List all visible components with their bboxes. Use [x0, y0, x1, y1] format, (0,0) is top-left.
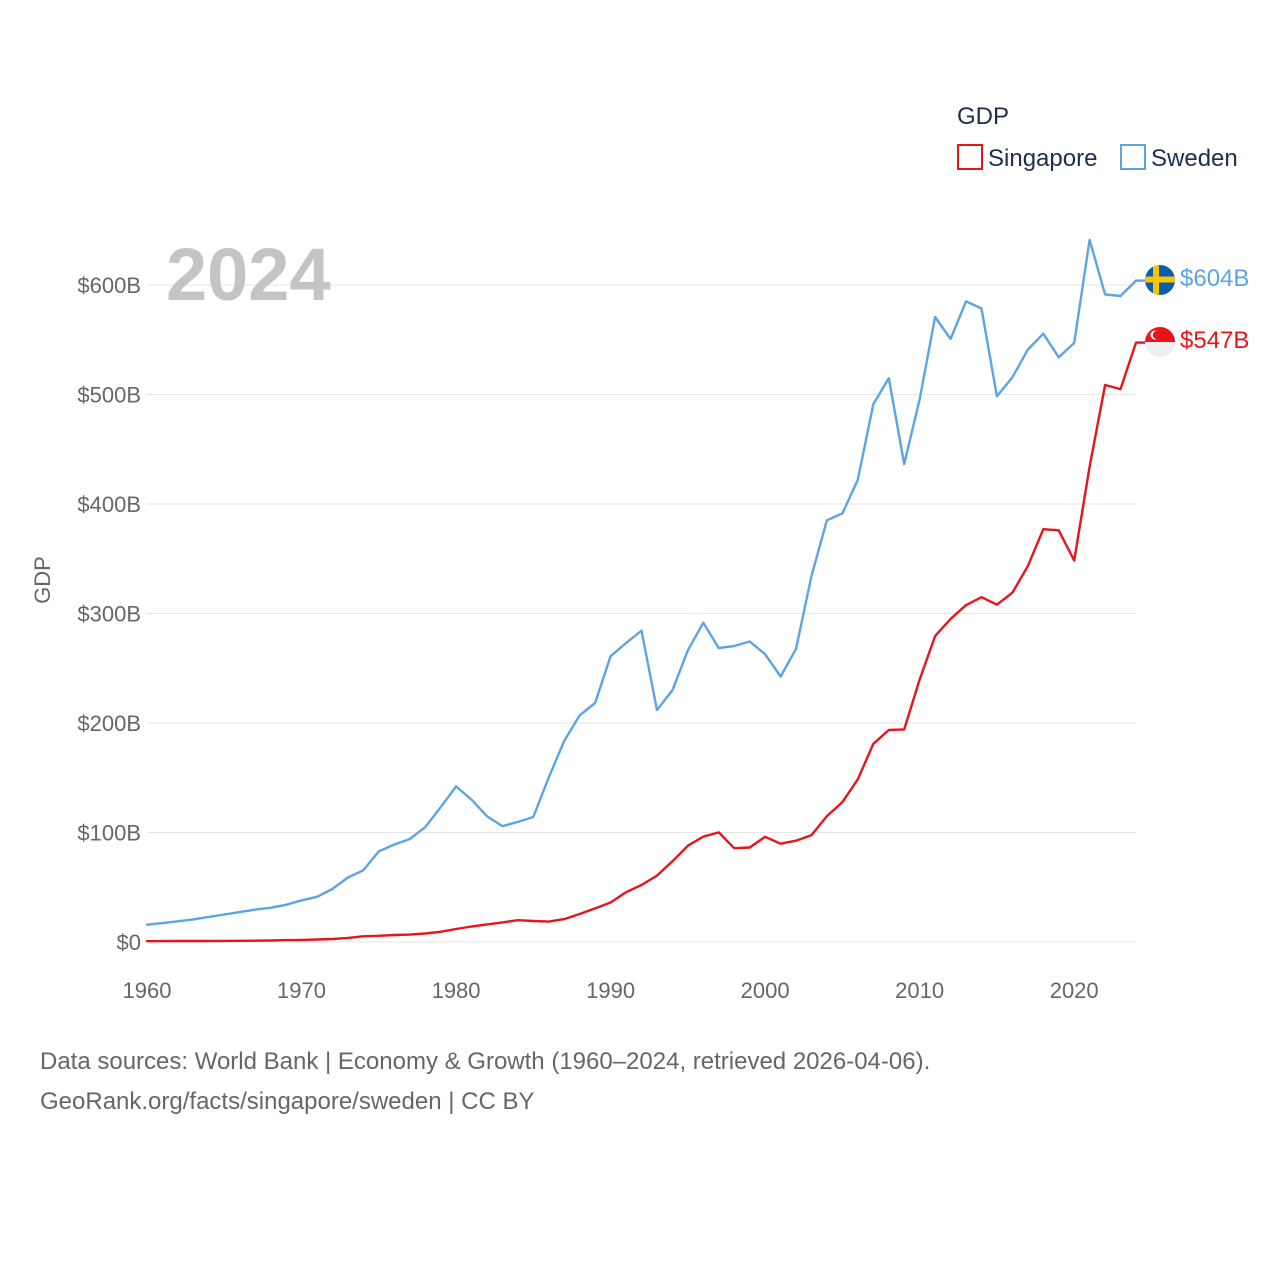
- y-tick-label: $600B: [77, 273, 141, 298]
- x-tick-label: 2010: [895, 978, 944, 1003]
- y-tick-label: $0: [117, 930, 141, 955]
- legend-label-singapore: Singapore: [988, 145, 1097, 172]
- x-axis-ticks: 1960 1970 1980 1990 2000 2010 2020: [123, 978, 1099, 1003]
- series-line-sweden: [145, 238, 1138, 926]
- year-label: 2024: [166, 233, 331, 316]
- source-link-text: GeoRank.org/facts/singapore/sweden | CC …: [40, 1088, 535, 1115]
- x-tick-label: 2000: [741, 978, 790, 1003]
- y-axis-title: GDP: [30, 556, 55, 604]
- x-tick-label: 2020: [1050, 978, 1099, 1003]
- x-tick-label: 1990: [586, 978, 635, 1003]
- singapore-flag-icon: [1145, 327, 1175, 357]
- y-tick-label: $300B: [77, 602, 141, 627]
- legend: GDP Singapore Sweden: [957, 103, 1238, 172]
- y-tick-label: $400B: [77, 492, 141, 517]
- y-axis-ticks: $0 $100B $200B $300B $400B $500B $600B: [77, 273, 141, 955]
- series-line-singapore: [145, 341, 1138, 943]
- footer: Data sources: World Bank | Economy & Gro…: [40, 1042, 1240, 1122]
- gdp-line-chart: $0 $100B $200B $300B $400B $500B $600B 1960 197…: [30, 103, 1249, 1003]
- end-label-singapore: $547B: [1180, 327, 1249, 354]
- y-tick-label: $200B: [77, 711, 141, 736]
- end-label-sweden: $604B: [1180, 265, 1249, 292]
- x-tick-label: 1970: [277, 978, 326, 1003]
- x-tick-label: 1980: [432, 978, 481, 1003]
- legend-swatch-singapore: [957, 144, 983, 170]
- legend-label-sweden: Sweden: [1151, 145, 1238, 172]
- x-tick-label: 1960: [123, 978, 172, 1003]
- series-lines: [145, 238, 1146, 943]
- y-tick-label: $500B: [77, 383, 141, 408]
- data-sources-text: Data sources: World Bank | Economy & Gro…: [40, 1048, 931, 1075]
- sweden-flag-icon: [1145, 265, 1175, 295]
- grid-lines: [147, 284, 1136, 943]
- legend-swatch-sweden: [1120, 144, 1146, 170]
- legend-title: GDP: [957, 103, 1009, 130]
- y-tick-label: $100B: [77, 821, 141, 846]
